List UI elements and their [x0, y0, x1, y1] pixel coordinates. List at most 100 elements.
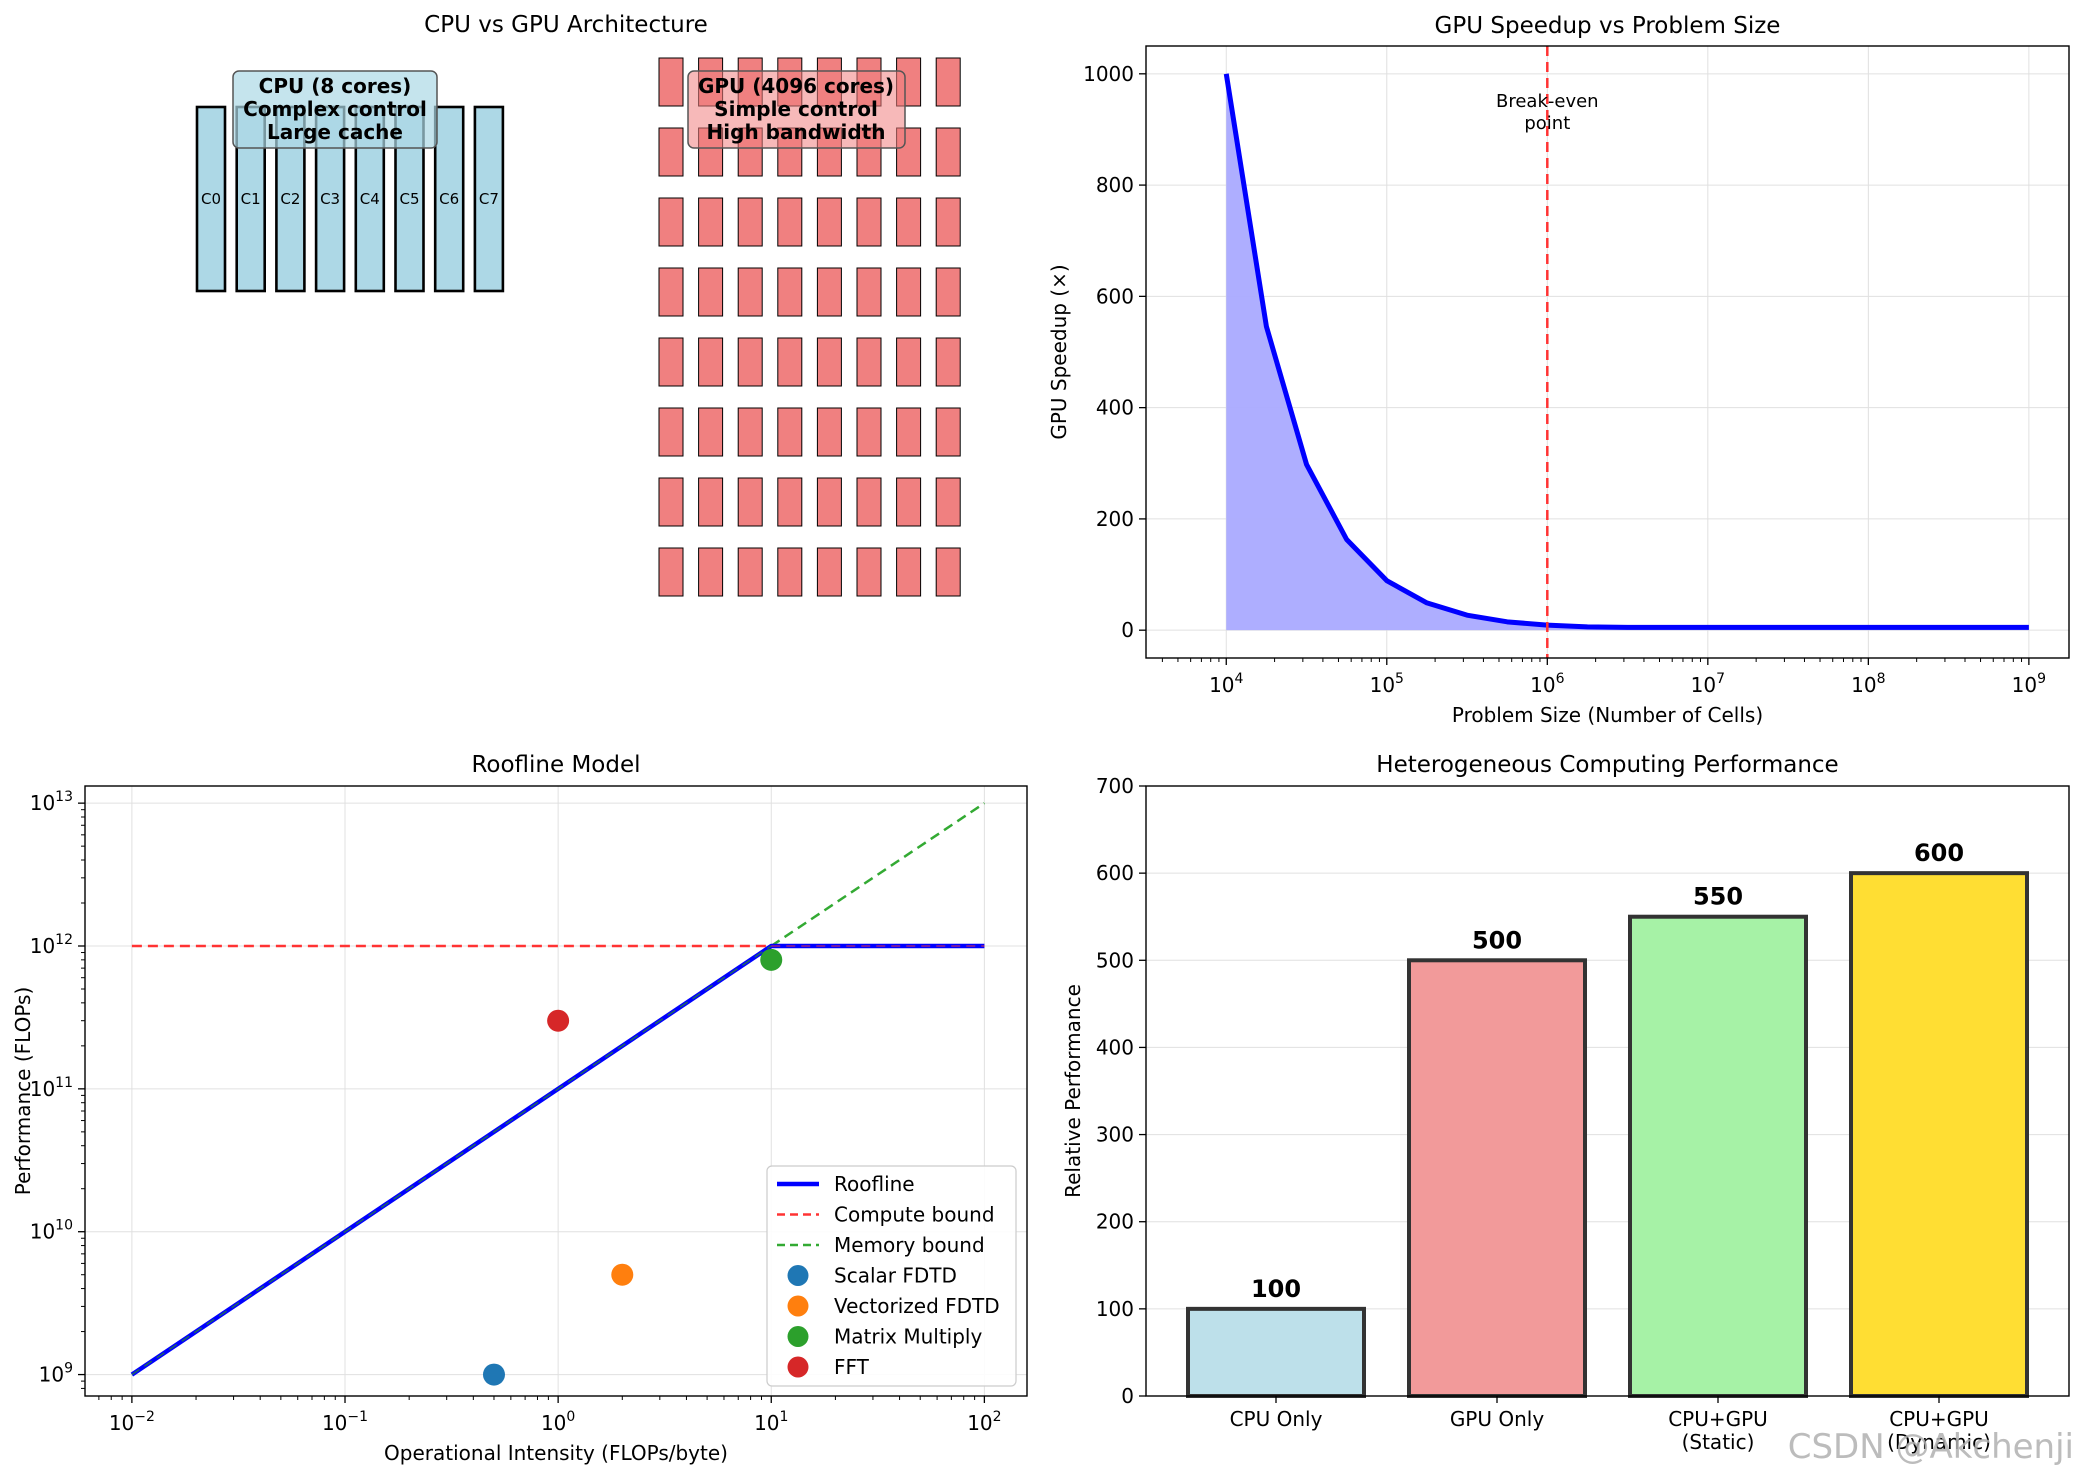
- memory-bound-overlay: [131, 945, 772, 1376]
- cpu-core: [473, 105, 505, 293]
- legend-label: Memory bound: [834, 1233, 985, 1257]
- cpu-core-label: C6: [439, 190, 459, 208]
- gpu-core: [896, 477, 922, 527]
- y-tick-label: 1000: [1083, 62, 1134, 86]
- bar-value-label: 600: [1914, 839, 1964, 867]
- y-tick-label: 1011: [30, 1075, 73, 1101]
- gpu-label-box: [687, 70, 906, 149]
- cpu-core: [433, 105, 465, 293]
- legend-swatch: [787, 1265, 809, 1286]
- gpu-core: [935, 407, 961, 457]
- gpu-core: [777, 267, 803, 317]
- y-tick-label: 600: [1096, 861, 1134, 885]
- legend-label: Compute bound: [834, 1203, 995, 1227]
- y-tick-label: 0: [1121, 618, 1134, 642]
- bar-value-label: 500: [1472, 926, 1522, 954]
- gpu-core: [856, 407, 882, 457]
- data-point: [547, 1009, 570, 1032]
- cpu-gpu-architecture-panel: CPU vs GPU Architecture C0 C1 C2 C3 C4 C5 C6 C7 C…: [195, 12, 961, 597]
- bar: [1628, 914, 1808, 1398]
- legend-label: Matrix Multiply: [834, 1325, 982, 1349]
- x-tick-label: 108: [1851, 671, 1885, 697]
- y-tick-label: 100: [1096, 1297, 1134, 1321]
- data-point: [482, 1363, 505, 1386]
- panel-title: Heterogeneous Computing Performance: [1376, 752, 1838, 778]
- gpu-core: [658, 267, 684, 317]
- bar-value-label: 100: [1251, 1275, 1301, 1303]
- cpu-label-box: [232, 70, 438, 149]
- memory-bound-line: [770, 802, 986, 948]
- x-tick-label: 10−1: [322, 1409, 368, 1435]
- data-point: [760, 948, 783, 971]
- y-tick-label: 1013: [30, 789, 73, 815]
- gpu-core: [698, 267, 724, 317]
- y-tick-label: 200: [1096, 507, 1134, 531]
- cpu-core-label: C1: [241, 190, 261, 208]
- gpu-core: [658, 407, 684, 457]
- gpu-core: [935, 197, 961, 247]
- gpu-core: [896, 547, 922, 597]
- plot-frame: [1145, 45, 2070, 659]
- gpu-core: [856, 197, 882, 247]
- speedup-line: [1223, 73, 2029, 630]
- break-even-annotation: Break-even point: [1496, 91, 1599, 134]
- panel-title: GPU Speedup vs Problem Size: [1435, 13, 1781, 39]
- x-tick-label: 100: [541, 1409, 575, 1435]
- x-tick-label: 101: [754, 1409, 788, 1435]
- y-axis-label: Performance (FLOPs): [11, 987, 35, 1196]
- legend-swatch: [787, 1326, 809, 1347]
- panel-title: CPU vs GPU Architecture: [424, 12, 708, 38]
- gpu-core: [935, 127, 961, 177]
- y-tick-label: 1012: [30, 932, 73, 958]
- cpu-core-label: C5: [399, 190, 419, 208]
- y-tick-label: 200: [1096, 1210, 1134, 1234]
- roofline-model-panel: Roofline Model 10−2 10−1 100 101 102 109 1010 10…: [11, 752, 1028, 1465]
- x-tick-label: 104: [1209, 671, 1243, 697]
- plot-frame: [84, 785, 1028, 1397]
- cpu-core: [195, 105, 227, 293]
- panel-title: Roofline Model: [471, 752, 640, 778]
- data-point: [611, 1263, 634, 1286]
- y-tick-label: 109: [39, 1361, 73, 1387]
- gpu-core: [935, 547, 961, 597]
- gpu-core: [935, 477, 961, 527]
- cpu-core-label: C0: [201, 190, 221, 208]
- gpu-core: [896, 337, 922, 387]
- bar-value-label: 550: [1693, 883, 1743, 911]
- legend-label: FFT: [834, 1355, 870, 1379]
- x-tick-label: 10−2: [109, 1409, 155, 1435]
- gpu-core: [935, 337, 961, 387]
- x-tick-label: GPU Only: [1450, 1407, 1545, 1431]
- cpu-core-label: C7: [479, 190, 499, 208]
- gpu-core: [737, 267, 763, 317]
- cpu-core-label: C4: [360, 190, 380, 208]
- x-tick-label: 107: [1691, 671, 1725, 697]
- cpu-label-text: CPU (8 cores) Complex control Large cache: [243, 74, 427, 144]
- gpu-core: [737, 407, 763, 457]
- x-tick-label: 106: [1530, 671, 1564, 697]
- gpu-core: [658, 547, 684, 597]
- y-tick-label: 700: [1096, 774, 1134, 798]
- legend-label: Scalar FDTD: [834, 1264, 957, 1288]
- gpu-core: [737, 477, 763, 527]
- gpu-core: [698, 477, 724, 527]
- gpu-core: [658, 127, 684, 177]
- y-tick-label: 400: [1096, 1035, 1134, 1059]
- y-tick-label: 0: [1121, 1384, 1134, 1408]
- y-tick-label: 500: [1096, 948, 1134, 972]
- y-tick-label: 300: [1096, 1123, 1134, 1147]
- gpu-core: [816, 337, 842, 387]
- gpu-core: [737, 197, 763, 247]
- gpu-core: [777, 547, 803, 597]
- x-axis-label: Operational Intensity (FLOPs/byte): [384, 1441, 728, 1465]
- gpu-core: [935, 267, 961, 317]
- legend-box: [766, 1165, 1017, 1387]
- gpu-core: [698, 547, 724, 597]
- gpu-core: [856, 477, 882, 527]
- bar: [1407, 958, 1587, 1398]
- y-axis-label: Relative Performance: [1061, 984, 1085, 1198]
- plot-frame: [1145, 785, 2070, 1397]
- gpu-core: [856, 267, 882, 317]
- gpu-core: [658, 197, 684, 247]
